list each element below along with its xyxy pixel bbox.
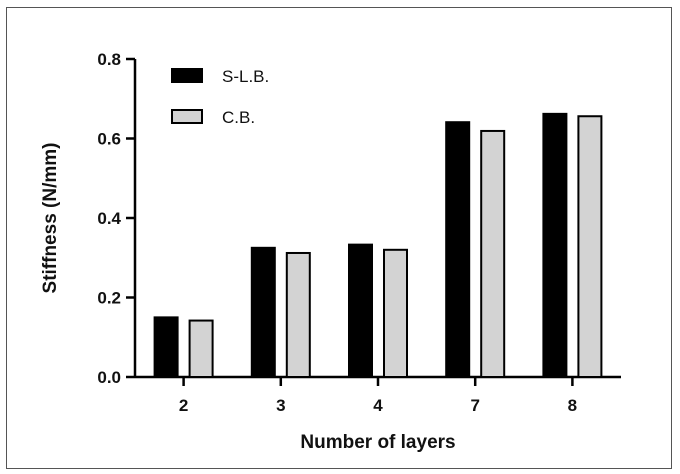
bar-c-b-2 [190,321,213,377]
x-tick-label: 2 [179,396,188,415]
x-tick-label: 8 [568,396,577,415]
y-tick-label: 0.8 [97,50,121,69]
bar-c-b-8 [578,116,601,377]
y-tick-label: 0.6 [97,130,121,149]
legend-label-s-l-b: S-L.B. [222,67,269,86]
y-tick-label: 0.0 [97,368,121,387]
x-axis-title: Number of layers [300,432,455,453]
legend-swatch-s-l-b [172,69,202,82]
bar-c-b-7 [481,131,504,377]
bar-s-l-b-8 [543,114,566,377]
x-tick-label: 4 [373,396,383,415]
y-ticks: 0.0 0.2 0.4 0.6 0.8 [97,50,135,387]
x-tick-label: 7 [470,396,479,415]
bars [155,114,602,377]
bar-s-l-b-7 [446,122,469,377]
bar-s-l-b-3 [252,248,275,377]
legend-label-c-b: C.B. [222,108,255,127]
bar-c-b-4 [384,250,407,377]
legend-swatch-c-b [172,110,202,123]
bar-s-l-b-2 [155,317,178,377]
y-axis-title: Stiffness (N/mm) [40,143,61,294]
x-ticks: 2 3 4 7 8 [179,377,577,415]
legend: S-L.B. C.B. [172,67,269,127]
bar-s-l-b-4 [349,245,372,377]
bar-c-b-3 [287,253,310,377]
x-tick-label: 3 [276,396,285,415]
y-tick-label: 0.4 [97,209,121,228]
y-tick-label: 0.2 [97,289,121,308]
